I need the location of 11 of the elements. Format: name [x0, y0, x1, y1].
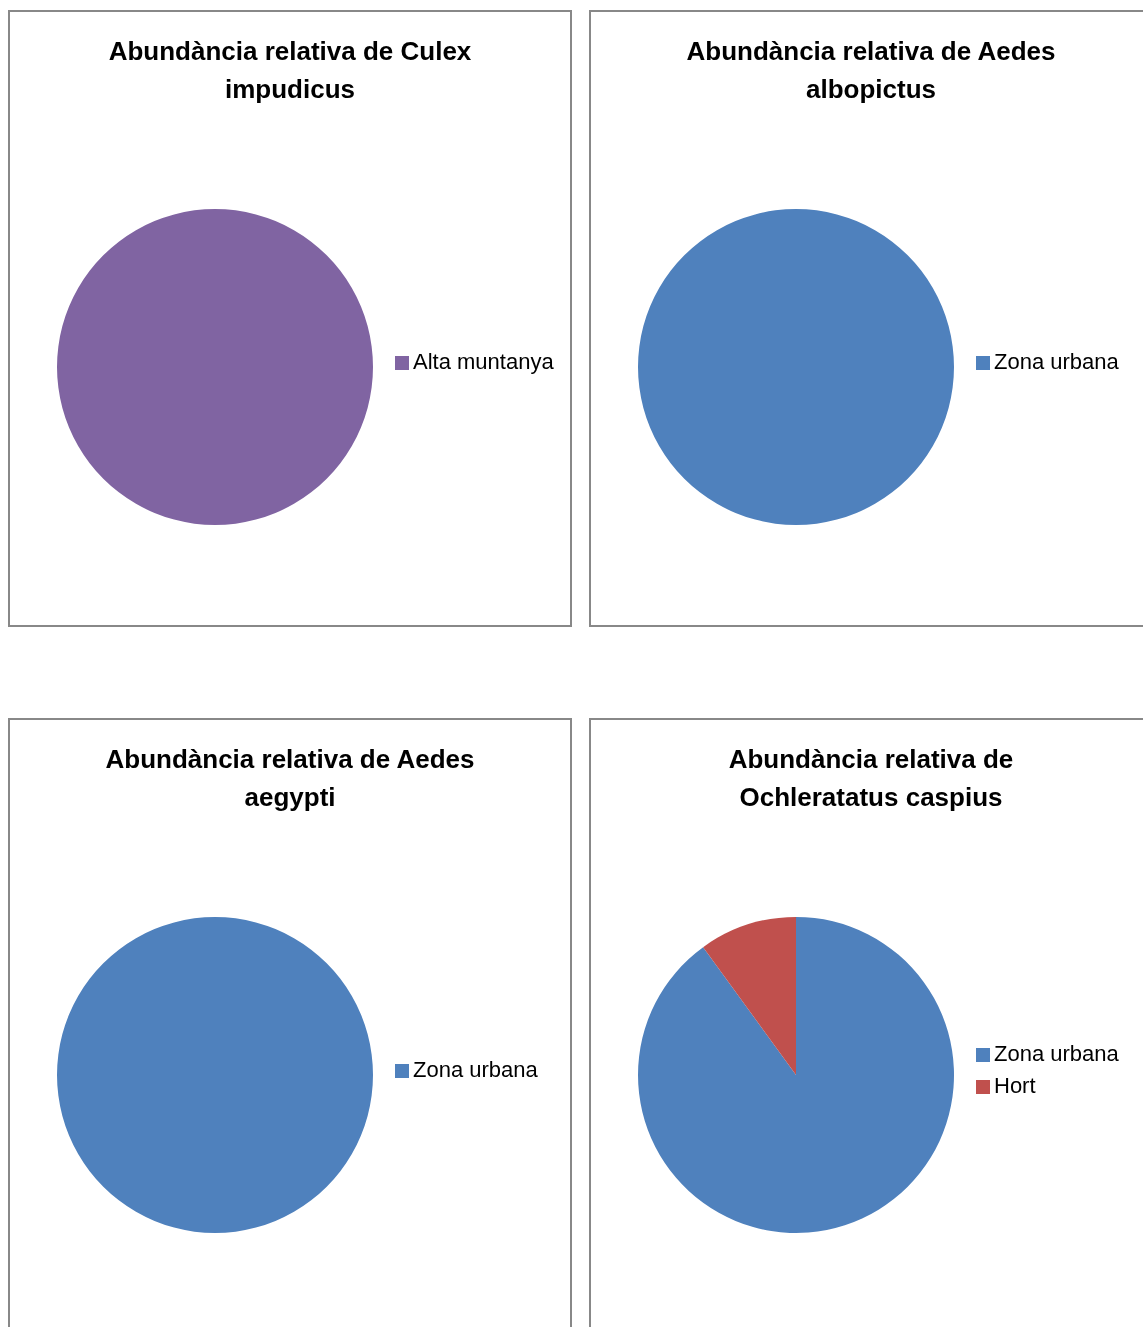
legend-label: Zona urbana [413, 1057, 538, 1082]
legend-label: Hort [994, 1073, 1036, 1098]
chart-title: Abundància relativa de Aedes aegypti [104, 743, 476, 814]
chart-title: Abundància relativa de Ochleratatus caspius [727, 743, 1015, 814]
legend-label: Zona urbana [994, 1041, 1119, 1066]
pie-slice [638, 917, 954, 1233]
legend-label: Alta muntanya [413, 349, 554, 374]
pie-slice [703, 917, 796, 1075]
legend-label: Zona urbana [994, 349, 1119, 374]
chart-title: Abundància relativa de Culex impudicus [107, 35, 473, 106]
chart-title: Abundància relativa de Aedes albopictus [685, 35, 1057, 106]
